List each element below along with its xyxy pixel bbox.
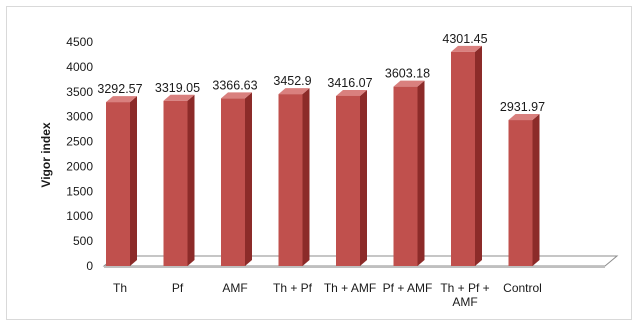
x-tick-label: Control <box>503 281 542 295</box>
bar-front <box>508 120 533 267</box>
y-tick-label: 2000 <box>66 159 93 173</box>
data-label: 3603.18 <box>385 67 430 81</box>
x-tick-label: Th + Pf + AMF <box>440 281 489 309</box>
x-tick-label: Pf <box>172 281 184 295</box>
data-label: 4301.45 <box>442 32 487 46</box>
bar-top <box>336 89 367 96</box>
y-axis-title: Vigor index <box>39 122 53 187</box>
data-label: 3416.07 <box>327 76 372 90</box>
bar <box>336 89 367 266</box>
y-tick-label: 0 <box>86 259 93 273</box>
y-tick-label: 3000 <box>66 110 93 124</box>
bar <box>106 96 137 266</box>
data-label: 3319.05 <box>155 81 200 95</box>
bar-front <box>278 94 303 266</box>
bar <box>393 80 425 266</box>
bar-front <box>393 86 418 266</box>
bar-side <box>245 92 252 266</box>
y-tick-label: 3500 <box>66 85 93 99</box>
bar-front <box>106 102 130 266</box>
bar-side <box>417 80 425 266</box>
data-label: 3452.9 <box>273 74 311 88</box>
y-axis: 0 500 1000 1500 2000 2500 3000 3500 4000 4500 <box>66 35 93 273</box>
x-tick-label: AMF <box>222 281 247 295</box>
data-label: 3366.63 <box>212 78 257 92</box>
data-label: 2931.97 <box>500 100 545 114</box>
x-tick-label: Th + AMF <box>324 281 376 295</box>
bar <box>278 88 310 266</box>
data-labels: 3292.57 3319.05 3366.63 3452.9 3416.07 3603.1… <box>97 32 545 114</box>
y-tick-label: 4000 <box>66 60 93 74</box>
bars <box>106 45 540 267</box>
bar <box>163 94 195 266</box>
x-tick-label: Pf + AMF <box>383 281 433 295</box>
bar-front <box>336 95 360 266</box>
bar-top <box>278 88 310 95</box>
floor-edge <box>104 266 605 268</box>
bar-top <box>508 114 540 121</box>
bar-side <box>187 94 195 266</box>
bar-side <box>130 96 137 266</box>
bar <box>451 45 482 266</box>
bar-front <box>163 100 188 266</box>
bar-top <box>163 94 195 101</box>
y-tick-label: 500 <box>73 234 93 248</box>
data-label: 3292.57 <box>97 82 142 96</box>
y-tick-label: 2500 <box>66 135 93 149</box>
bar-side <box>360 89 367 266</box>
y-tick-label: 1500 <box>66 184 93 198</box>
bar <box>221 92 252 266</box>
bar-side <box>532 114 540 267</box>
bar-top <box>393 80 425 87</box>
x-tick-label: Th + Pf <box>273 281 313 295</box>
bar-top <box>106 96 137 103</box>
bar-front <box>221 98 245 266</box>
y-tick-label: 4500 <box>66 35 93 49</box>
bar-top <box>451 45 482 52</box>
y-tick-label: 1000 <box>66 209 93 223</box>
x-axis: Th Pf AMF Th + Pf Th + AMF Pf + AMF Th + Pf + A… <box>113 281 542 309</box>
x-tick-label: Th <box>113 281 127 295</box>
bar-front <box>451 51 475 266</box>
bar-side <box>302 88 310 266</box>
bar-side <box>475 45 482 266</box>
bar-top <box>221 92 252 99</box>
bar <box>508 114 540 267</box>
